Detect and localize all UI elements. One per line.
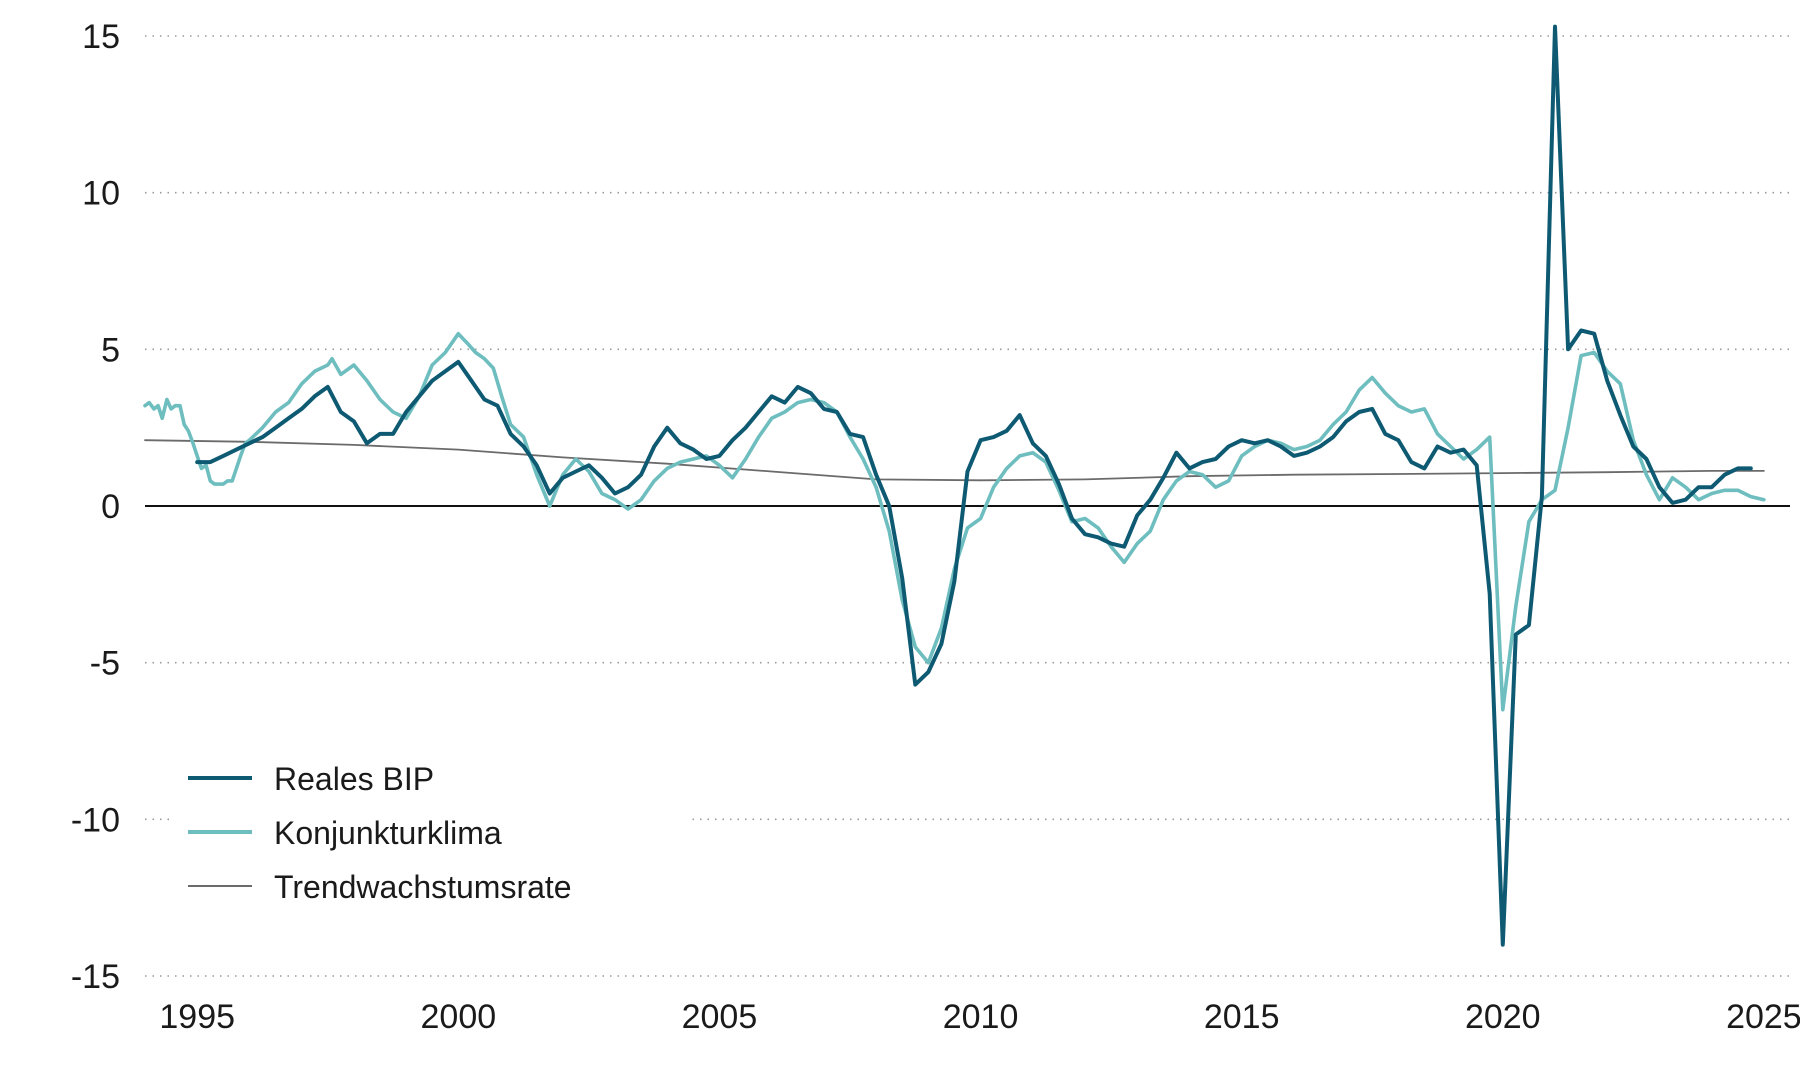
y-tick-label: 10 xyxy=(82,175,120,213)
series-lines xyxy=(143,24,1766,947)
legend-label-trendwachstumsrate: Trendwachstumsrate xyxy=(274,869,572,905)
legend-background xyxy=(170,740,690,910)
grid-lines xyxy=(145,35,1790,977)
legend: Reales BIP Konjunkturklima Trendwachstum… xyxy=(170,740,690,910)
series-line-trendwachstumsrate xyxy=(144,439,1765,482)
y-tick-label: 5 xyxy=(101,331,120,369)
y-tick-label: -5 xyxy=(90,645,120,683)
legend-label-konjunkturklima: Konjunkturklima xyxy=(274,815,502,851)
x-tick-label: 2010 xyxy=(943,998,1019,1036)
x-tick-label: 1995 xyxy=(159,998,235,1036)
x-tick-label: 2020 xyxy=(1465,998,1541,1036)
y-tick-label: 15 xyxy=(82,18,120,56)
x-tick-label: 2005 xyxy=(682,998,758,1036)
x-tick-label: 2000 xyxy=(421,998,497,1036)
x-tick-label: 2015 xyxy=(1204,998,1280,1036)
y-tick-label: 0 xyxy=(101,488,120,526)
y-tick-label: -15 xyxy=(71,958,120,996)
series-line-reales-bip xyxy=(195,24,1753,947)
y-axis: 15 10 5 0 -5 -10 -15 xyxy=(71,18,120,996)
series-line-konjunkturklima xyxy=(143,331,1766,712)
x-axis: 1995 2000 2005 2010 2015 2020 2025 xyxy=(159,998,1800,1036)
x-tick-label: 2025 xyxy=(1726,998,1800,1036)
y-tick-label: -10 xyxy=(71,801,120,839)
legend-label-reales-bip: Reales BIP xyxy=(274,761,434,797)
